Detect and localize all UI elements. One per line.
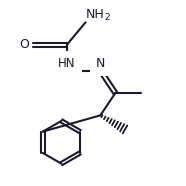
Text: NH: NH [86, 8, 104, 21]
Text: 2: 2 [104, 13, 110, 22]
Text: HN: HN [58, 57, 76, 70]
Text: N: N [96, 57, 105, 70]
Text: O: O [19, 38, 29, 51]
